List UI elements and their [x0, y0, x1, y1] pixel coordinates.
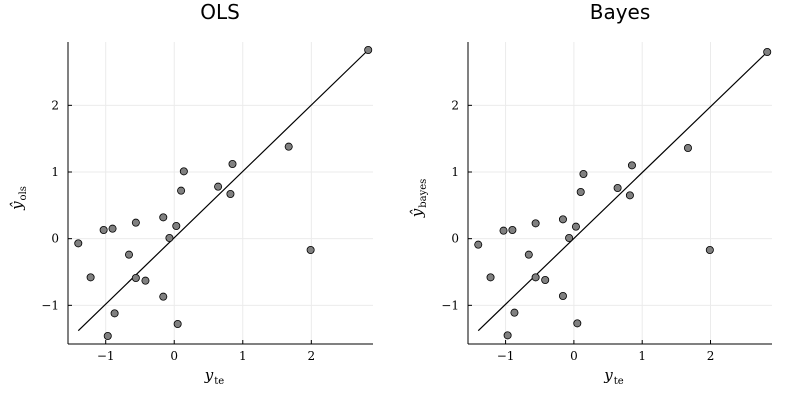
x-tick-label: 0 [570, 349, 578, 363]
scatter-point [510, 308, 519, 317]
scatter-point [486, 273, 495, 282]
scatter-point [131, 218, 140, 227]
scatter-point [579, 169, 588, 178]
scatter-point [172, 221, 181, 230]
scatter-point [573, 319, 582, 328]
scatter-point [627, 161, 636, 170]
scatter-point [306, 245, 315, 254]
panel-bayes: −1 0 1 2 −1 0 1 2 Bayes yte ŷbayes [408, 0, 772, 387]
scatter-point [110, 309, 119, 318]
scatter-point [499, 226, 508, 235]
scatter-point [763, 48, 772, 57]
y-tick-label: 1 [51, 165, 59, 179]
y-tick-label: 0 [451, 232, 459, 246]
scatter-point [524, 250, 533, 259]
chart-title: Bayes [590, 0, 651, 24]
x-tick-label: 2 [707, 349, 715, 363]
scatter-point [125, 250, 134, 259]
y-tick-label: 0 [51, 232, 59, 246]
scatter-point [474, 240, 483, 249]
scatter-point [159, 292, 168, 301]
x-tick-label: −1 [497, 349, 515, 363]
scatter-point [179, 167, 188, 176]
scatter-point [214, 182, 223, 191]
scatter-point [86, 273, 95, 282]
panel-ols: −1 0 1 2 −1 0 1 2 OLS yte ŷols [8, 0, 373, 387]
chart-title: OLS [200, 0, 240, 24]
scatter-point [141, 276, 150, 285]
scatter-point [159, 213, 168, 222]
scatter-point [108, 224, 117, 233]
scatter-point [576, 187, 585, 196]
y-axis-label: ŷbayes [408, 179, 429, 219]
y-tick-label: 1 [451, 165, 459, 179]
scatter-point [503, 331, 512, 340]
scatter-point [558, 291, 567, 300]
x-tick-label: 0 [170, 349, 178, 363]
scatter-point [558, 215, 567, 224]
scatter-point [508, 225, 517, 234]
scatter-point [131, 273, 140, 282]
scatter-point [565, 233, 574, 242]
scatter-point [541, 275, 550, 284]
y-tick-label: 2 [51, 98, 59, 112]
scatter-point [705, 245, 714, 254]
y-tick-label: 2 [451, 98, 459, 112]
scatter-point [571, 222, 580, 231]
x-axis-label: yte [204, 366, 225, 387]
x-tick-label: 2 [307, 349, 315, 363]
scatter-point [228, 159, 237, 168]
scatter-point [74, 239, 83, 248]
fit-line [77, 49, 369, 332]
scatter-point [625, 191, 634, 200]
scatter-point [613, 183, 622, 192]
y-axis-label: ŷols [8, 186, 29, 211]
scatter-point [364, 46, 373, 55]
x-axis-label: yte [603, 366, 624, 387]
scatter-point [284, 142, 293, 151]
fit-line [477, 51, 768, 332]
scatter-point [99, 225, 108, 234]
scatter-point [103, 331, 112, 340]
y-tick-label: −1 [41, 298, 59, 312]
scatter-point [531, 273, 540, 282]
scatter-point [683, 143, 692, 152]
x-tick-label: −1 [97, 349, 115, 363]
scatter-point [226, 189, 235, 198]
y-tick-label: −1 [441, 298, 459, 312]
x-tick-label: 1 [638, 349, 646, 363]
scatter-point [531, 219, 540, 228]
scatter-point [165, 233, 174, 242]
scatter-point [177, 186, 186, 195]
x-tick-label: 1 [239, 349, 247, 363]
scatter-point [173, 319, 182, 328]
